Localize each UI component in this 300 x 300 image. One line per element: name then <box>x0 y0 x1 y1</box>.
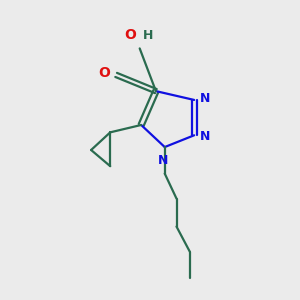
Text: O: O <box>98 66 110 80</box>
Text: H: H <box>143 29 154 42</box>
Text: N: N <box>158 154 168 166</box>
Text: O: O <box>124 28 136 42</box>
Text: N: N <box>200 130 210 143</box>
Text: N: N <box>200 92 210 105</box>
